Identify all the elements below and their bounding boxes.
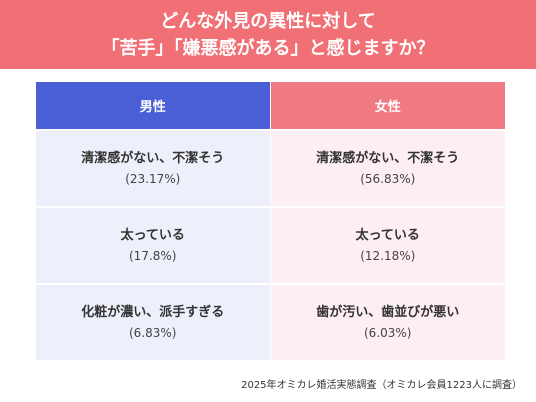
female-percentage: (56.83%)	[360, 171, 416, 186]
male-reason: 化粧が濃い、派手すぎる	[81, 304, 225, 320]
title-line-2: 「苦手」「嫌悪感がある」と感じますか？	[101, 37, 435, 59]
title-line-1: どんな外見の異性に対して	[160, 10, 376, 32]
header-female: 女性	[270, 82, 505, 131]
source-footnote: 2025年オミカレ婚活実態調査（オミカレ会員1223人に調査）	[241, 380, 522, 391]
female-cell: 歯が汚い、歯並びが悪い (6.03%)	[270, 285, 505, 362]
male-percentage: (6.83%)	[129, 325, 177, 340]
comparison-table: 男性 女性 清潔感がない、不潔そう (23.17%) 清潔感がない、不潔そう (…	[36, 82, 505, 362]
male-percentage: (17.8%)	[129, 248, 177, 263]
male-cell: 化粧が濃い、派手すぎる (6.83%)	[36, 285, 271, 362]
female-reason: 太っている	[355, 227, 420, 243]
female-percentage: (12.18%)	[360, 248, 416, 263]
header-male: 男性	[36, 82, 271, 131]
title-banner: どんな外見の異性に対して 「苦手」「嫌悪感がある」と感じますか？	[0, 0, 536, 69]
female-cell: 太っている (12.18%)	[270, 208, 505, 285]
female-reason: 清潔感がない、不潔そう	[316, 150, 460, 166]
female-percentage: (6.03%)	[364, 325, 412, 340]
female-cell: 清潔感がない、不潔そう (56.83%)	[270, 131, 505, 208]
table-header-row: 男性 女性	[36, 82, 505, 131]
table-row: 清潔感がない、不潔そう (23.17%) 清潔感がない、不潔そう (56.83%…	[36, 131, 505, 208]
table-row: 太っている (17.8%) 太っている (12.18%)	[36, 208, 505, 285]
male-reason: 清潔感がない、不潔そう	[81, 150, 225, 166]
table-row: 化粧が濃い、派手すぎる (6.83%) 歯が汚い、歯並びが悪い (6.03%)	[36, 285, 505, 362]
male-cell: 清潔感がない、不潔そう (23.17%)	[36, 131, 271, 208]
male-cell: 太っている (17.8%)	[36, 208, 271, 285]
male-reason: 太っている	[120, 227, 185, 243]
female-reason: 歯が汚い、歯並びが悪い	[316, 304, 460, 320]
male-percentage: (23.17%)	[125, 171, 181, 186]
